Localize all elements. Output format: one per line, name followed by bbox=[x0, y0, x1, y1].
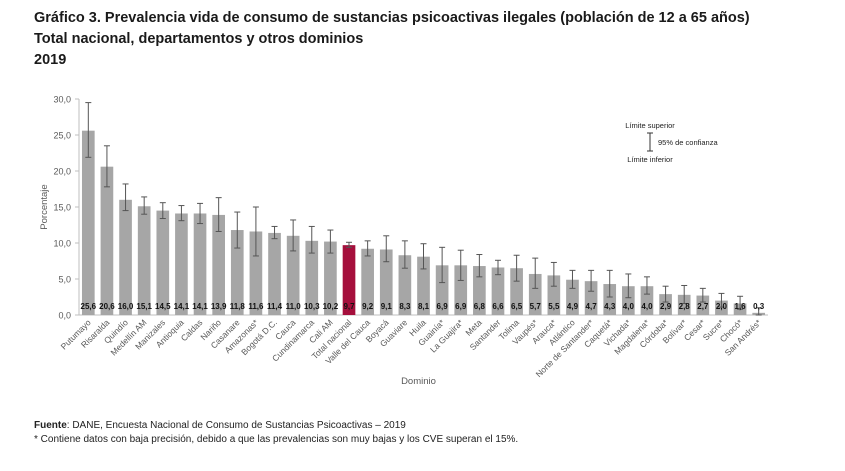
bar bbox=[398, 255, 412, 315]
data-label: 4,0 bbox=[623, 302, 635, 311]
bar bbox=[547, 275, 561, 315]
bar bbox=[249, 231, 263, 315]
data-label: 6,8 bbox=[474, 302, 486, 311]
data-label: 8,1 bbox=[418, 302, 430, 311]
bar bbox=[230, 230, 244, 315]
data-label: 0,3 bbox=[753, 302, 765, 311]
bar bbox=[156, 210, 170, 315]
data-label: 2,7 bbox=[697, 302, 709, 311]
chart-title-line-1: Gráfico 3. Prevalencia vida de consumo d… bbox=[34, 10, 750, 26]
bar bbox=[100, 166, 114, 315]
y-tick-label: 0,0 bbox=[58, 311, 71, 321]
bar bbox=[435, 265, 449, 315]
data-label: 13,9 bbox=[211, 302, 227, 311]
bar bbox=[566, 279, 579, 315]
data-label: 4,3 bbox=[604, 302, 616, 311]
data-label: 8,3 bbox=[399, 302, 411, 311]
bar bbox=[454, 265, 468, 315]
data-label: 6,6 bbox=[492, 302, 504, 311]
data-label: 10,3 bbox=[304, 302, 320, 311]
source-text: : DANE, Encuesta Nacional de Consumo de … bbox=[66, 420, 406, 431]
data-label: 16,0 bbox=[118, 302, 134, 311]
data-label: 6,9 bbox=[455, 302, 467, 311]
data-label: 11,0 bbox=[286, 302, 302, 311]
bar bbox=[305, 240, 319, 315]
data-label: 20,6 bbox=[99, 302, 115, 311]
y-axis-label: Porcentaje bbox=[39, 184, 50, 229]
data-label: 11,8 bbox=[230, 302, 246, 311]
bar bbox=[659, 294, 672, 315]
y-tick-label: 10,0 bbox=[53, 239, 71, 249]
source-label: Fuente bbox=[34, 420, 67, 431]
data-label: 14,5 bbox=[155, 302, 171, 311]
bar bbox=[286, 235, 300, 315]
bar bbox=[622, 286, 635, 315]
data-label: 11,6 bbox=[248, 302, 264, 311]
y-tick-label: 20,0 bbox=[53, 167, 71, 177]
source-note: Fuente: DANE, Encuesta Nacional de Consu… bbox=[34, 420, 406, 431]
data-label: 2,0 bbox=[716, 302, 728, 311]
y-tick-label: 5,0 bbox=[58, 275, 71, 285]
data-label: 5,5 bbox=[548, 302, 560, 311]
data-label: 11,4 bbox=[267, 302, 283, 311]
bar bbox=[379, 249, 393, 315]
data-label: 9,1 bbox=[381, 302, 393, 311]
bar bbox=[473, 266, 486, 315]
data-label: 2,9 bbox=[660, 302, 672, 311]
data-label: 14,1 bbox=[192, 302, 208, 311]
bar bbox=[137, 206, 151, 315]
data-label: 6,9 bbox=[437, 302, 449, 311]
bar bbox=[175, 213, 188, 315]
bar bbox=[268, 232, 281, 315]
data-label: 25,6 bbox=[81, 302, 97, 311]
bar bbox=[491, 267, 505, 315]
bar bbox=[212, 214, 225, 315]
bar bbox=[677, 294, 691, 315]
bar bbox=[603, 284, 617, 315]
bar bbox=[510, 268, 523, 315]
data-label: 4,0 bbox=[641, 302, 653, 311]
y-tick-label: 30,0 bbox=[53, 95, 71, 105]
legend-lower-label: Límite inferior bbox=[627, 155, 673, 164]
data-label: 9,7 bbox=[343, 302, 355, 311]
x-axis-label: Dominio bbox=[401, 376, 436, 387]
bar bbox=[584, 281, 598, 315]
bar bbox=[81, 130, 95, 315]
data-label: 6,5 bbox=[511, 302, 523, 311]
bar bbox=[640, 286, 654, 315]
data-label: 9,2 bbox=[362, 302, 374, 311]
data-label: 1,6 bbox=[735, 302, 747, 311]
data-label: 14,1 bbox=[174, 302, 190, 311]
data-label: 10,2 bbox=[323, 302, 339, 311]
precision-note: * Contiene datos con baja precisión, deb… bbox=[34, 434, 519, 445]
data-label: 5,7 bbox=[530, 302, 542, 311]
bar bbox=[342, 245, 356, 315]
bar bbox=[119, 199, 132, 315]
bar bbox=[193, 213, 207, 315]
data-label: 2,8 bbox=[679, 302, 691, 311]
chart-title-line-2: Total nacional, departamentos y otros do… bbox=[34, 31, 364, 47]
data-label: 15,1 bbox=[136, 302, 152, 311]
legend-upper-label: Límite superior bbox=[625, 121, 675, 130]
data-label: 4,7 bbox=[586, 302, 598, 311]
legend-ci-label: 95% de confianza bbox=[658, 138, 718, 147]
y-tick-label: 15,0 bbox=[53, 203, 71, 213]
bar bbox=[417, 256, 430, 315]
bar bbox=[696, 295, 710, 315]
bar bbox=[324, 241, 337, 315]
data-label: 4,9 bbox=[567, 302, 579, 311]
bar bbox=[528, 273, 542, 315]
bar bbox=[361, 248, 374, 315]
chart-title-year: 2019 bbox=[34, 52, 67, 68]
bar bbox=[715, 300, 728, 315]
y-tick-label: 25,0 bbox=[53, 131, 71, 141]
